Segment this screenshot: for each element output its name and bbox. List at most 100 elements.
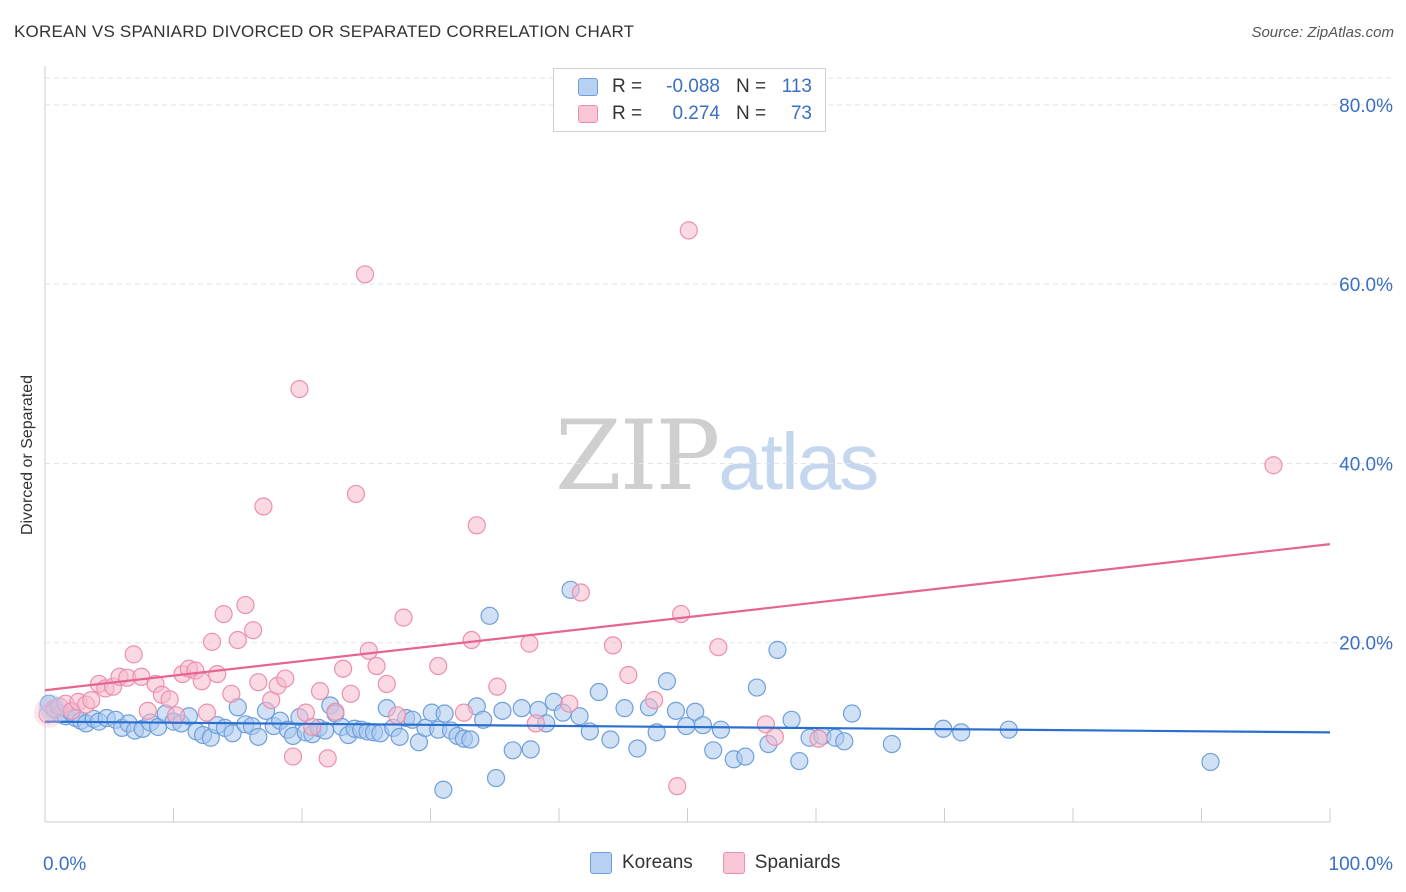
legend-row-koreans: R = -0.088 N = 113 [578, 74, 812, 100]
spaniard-point [228, 630, 247, 650]
korean-trendline [44, 720, 1331, 734]
korean-point [882, 734, 901, 754]
watermark-atlas: atlas [718, 417, 879, 506]
legend-label-koreans: Koreans [622, 852, 693, 873]
legend-label-spaniards: Spaniards [754, 852, 841, 873]
spaniard-point [254, 497, 273, 516]
cluster-point [33, 697, 64, 728]
korean-point [474, 710, 493, 729]
spaniard-point [394, 608, 413, 627]
spaniard-point [355, 265, 375, 284]
series-legend: Koreans Spaniards [590, 852, 870, 874]
legend-n-label: N = [736, 76, 767, 97]
spaniard-point [668, 777, 687, 796]
spaniard-point [166, 706, 186, 725]
source-label: Source: ZipAtlas.com [1251, 24, 1394, 41]
spaniard-point [132, 667, 151, 686]
spaniard-point [208, 664, 227, 684]
spaniard-point [377, 674, 396, 694]
y-tick-label: 20.0% [1339, 634, 1393, 655]
spaniard-point [197, 703, 217, 722]
spaniard-point [560, 694, 579, 713]
watermark: ZIPatlas [555, 400, 879, 512]
spaniard-point [520, 634, 539, 653]
legend-r-value: 0.274 [672, 103, 720, 124]
korean-point [686, 702, 705, 721]
legend-swatch-pink [722, 852, 745, 874]
legend-item-spaniards[interactable]: Spaniards [722, 852, 841, 874]
spaniard-point [334, 659, 353, 678]
korean-point [647, 723, 666, 742]
correlation-legend: R = -0.088 N = 113 R = 0.274 N = 73 [553, 68, 826, 132]
spaniard-point [290, 379, 309, 399]
y-tick-label: 40.0% [1339, 454, 1393, 475]
korean-point [390, 727, 409, 746]
spaniard-point [214, 604, 233, 624]
spaniard-point [488, 677, 507, 696]
spaniard-point [341, 684, 360, 703]
korean-point [461, 730, 480, 749]
legend-swatch-blue [590, 852, 612, 874]
legend-item-koreans[interactable]: Koreans [590, 852, 693, 874]
korean-point [790, 751, 809, 771]
korean-point [601, 730, 620, 749]
spaniard-point [244, 621, 263, 640]
korean-point [249, 727, 268, 746]
korean-point [835, 732, 854, 751]
spaniard-point [82, 690, 101, 710]
korean-point [434, 780, 453, 799]
spaniard-point [454, 703, 474, 722]
korean-point [704, 741, 723, 760]
korean-point [666, 701, 686, 720]
korean-point [589, 682, 608, 702]
legend-row-spaniards: R = 0.274 N = 73 [578, 101, 812, 127]
y-tick-label: 80.0% [1339, 96, 1393, 117]
spaniard-point [303, 717, 322, 737]
legend-n-value: 113 [781, 76, 812, 97]
spaniard-trendline [44, 543, 1331, 692]
spaniard-point [387, 706, 407, 725]
spaniard-point [1264, 456, 1283, 475]
spaniard-point [346, 484, 366, 504]
korean-point [711, 720, 731, 739]
korean-point [842, 704, 862, 723]
spaniard-point [809, 729, 828, 748]
korean-point [223, 724, 242, 743]
legend-swatch-pink [578, 105, 598, 123]
korean-point [512, 699, 531, 718]
legend-n-label: N = [736, 103, 767, 124]
korean-point [493, 701, 512, 720]
x-tick-label: 0.0% [43, 854, 86, 875]
spaniard-point [318, 749, 337, 768]
spaniard-point [679, 221, 698, 240]
spaniard-point [619, 665, 638, 685]
spaniard-point [367, 656, 386, 676]
spaniard-point [467, 516, 486, 535]
spaniard-point [671, 604, 691, 624]
legend-n-value: 73 [790, 103, 812, 124]
spaniard-point [160, 690, 179, 709]
korean-point [782, 710, 801, 729]
spaniard-point [310, 682, 330, 701]
y-axis-title: Divorced or Separated [19, 374, 36, 536]
korean-point [435, 704, 454, 723]
spaniard-point [526, 714, 545, 733]
korean-point [747, 678, 766, 697]
spaniard-point [603, 636, 623, 655]
korean-point [570, 707, 589, 726]
spaniard-point [429, 656, 448, 676]
korean-point [628, 739, 647, 758]
korean-point [1201, 752, 1220, 772]
korean-point [486, 768, 506, 788]
korean-point [521, 740, 540, 759]
korean-point [480, 606, 499, 625]
y-tick-label: 60.0% [1339, 275, 1393, 296]
legend-r-value: -0.088 [666, 76, 720, 97]
korean-point [952, 723, 971, 742]
spaniard-point [222, 684, 241, 703]
korean-point [615, 699, 634, 718]
chart-title: KOREAN VS SPANIARD DIVORCED OR SEPARATED… [14, 22, 635, 41]
spaniard-point [124, 645, 143, 664]
korean-point [693, 716, 713, 735]
